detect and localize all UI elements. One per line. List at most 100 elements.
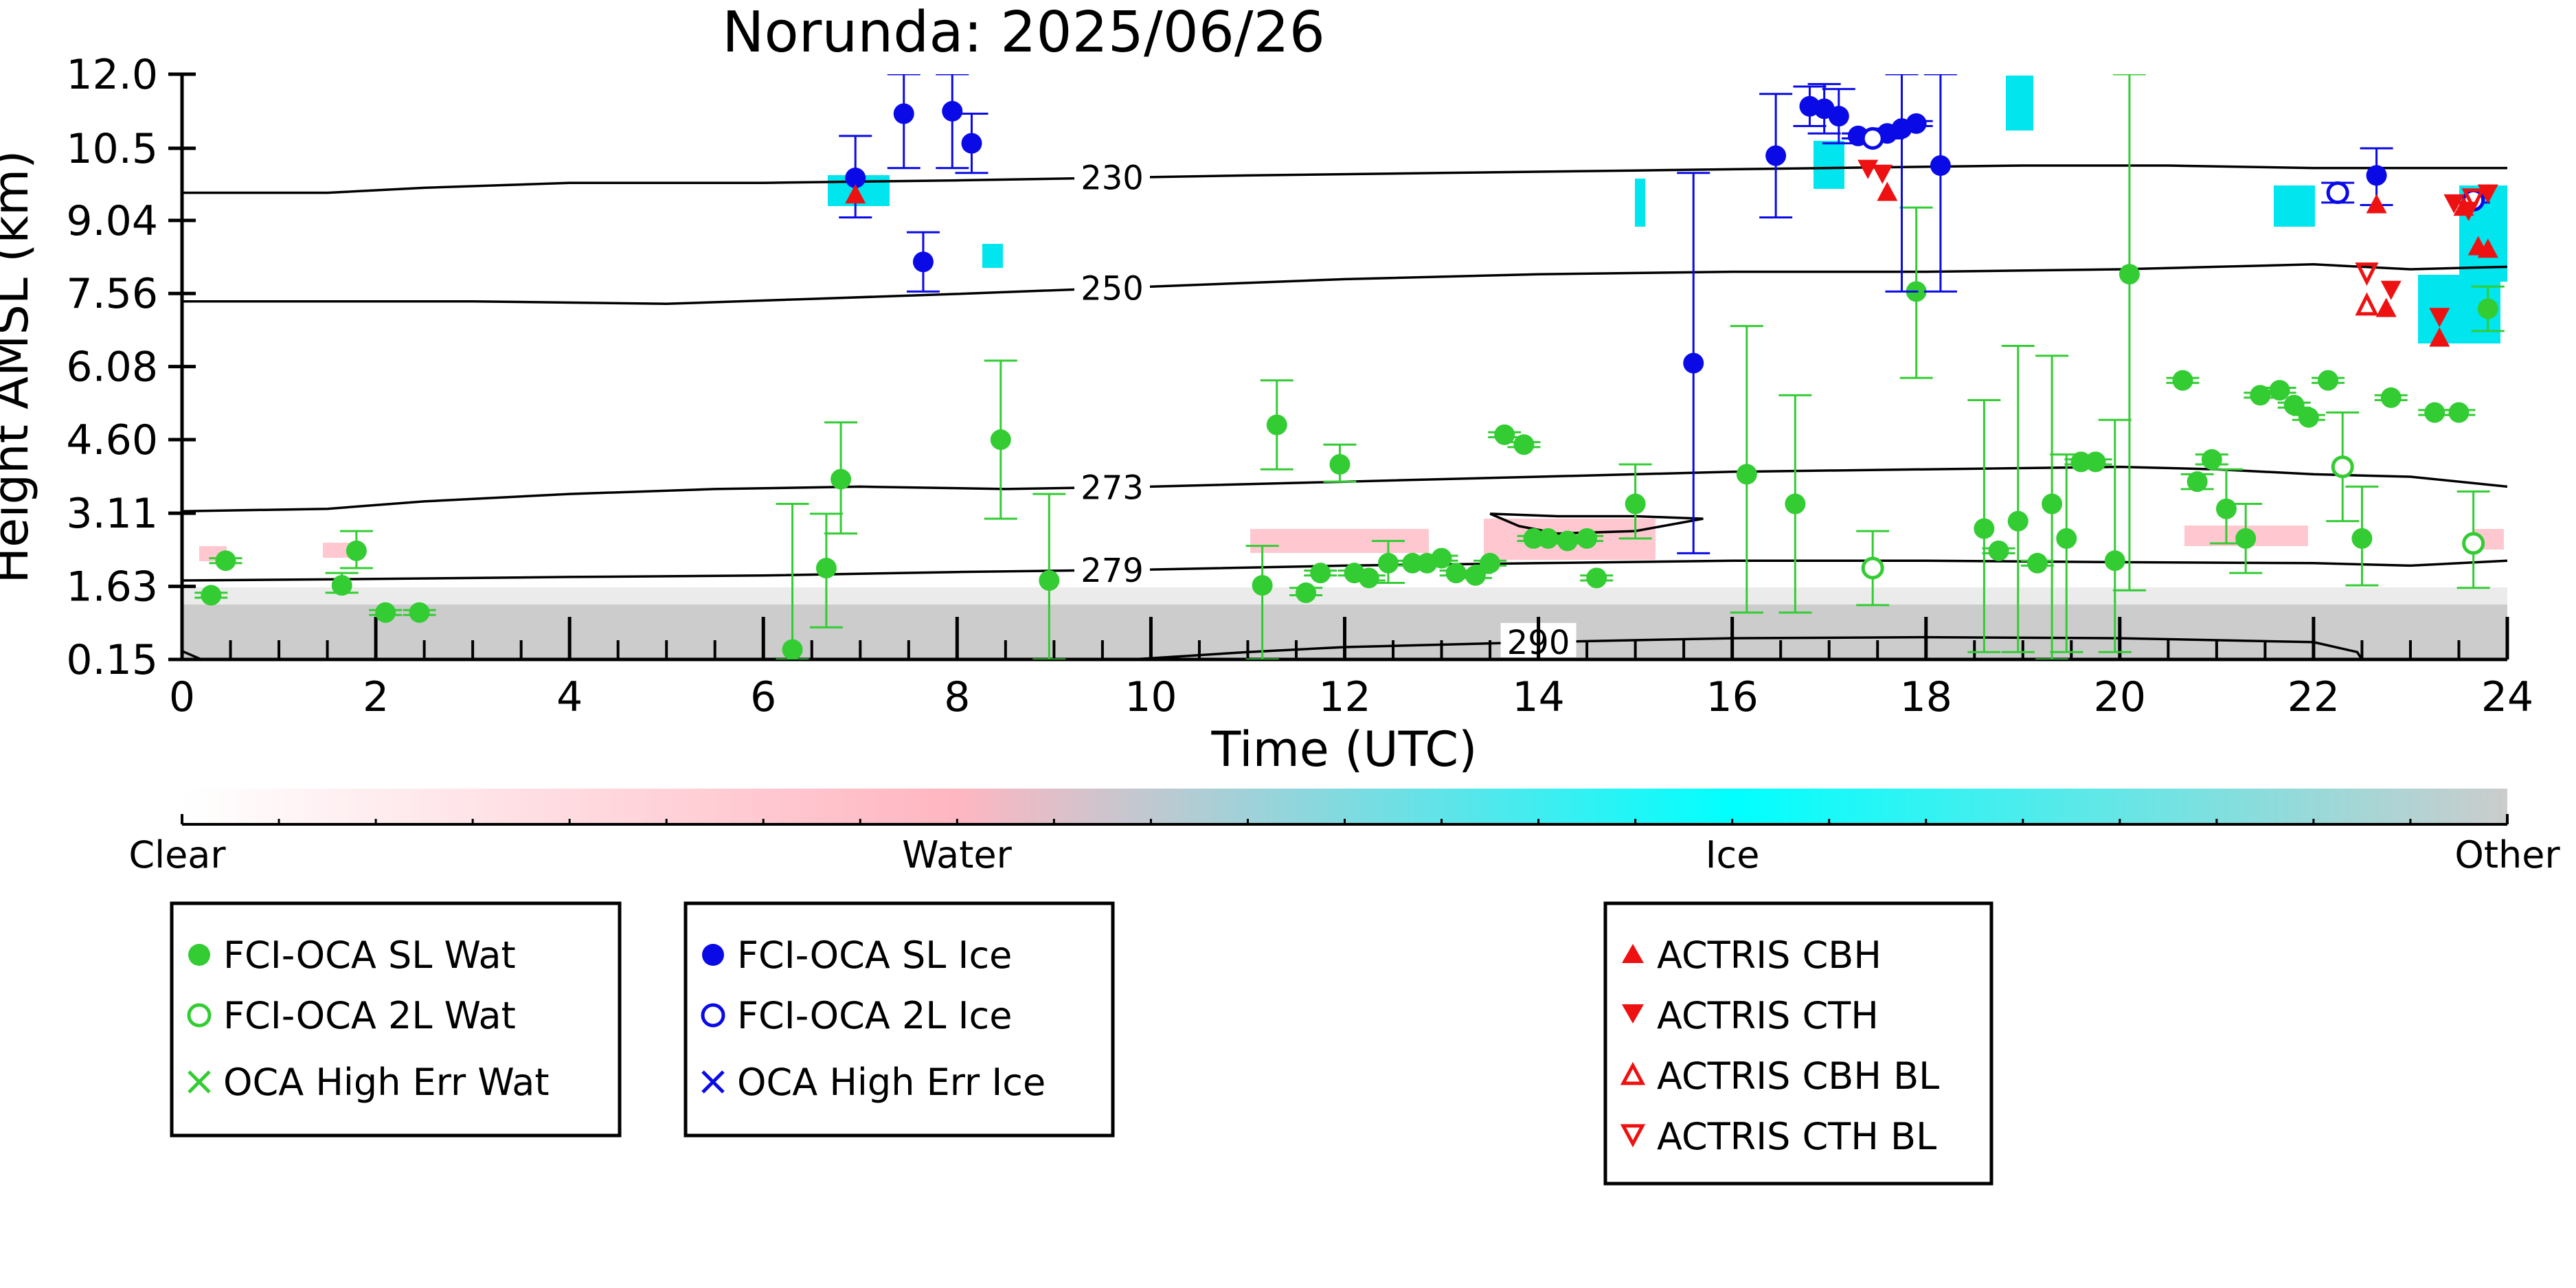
data-point bbox=[2298, 407, 2319, 428]
legend-ice: FCI-OCA SL Ice FCI-OCA 2L Ice OCA High E… bbox=[683, 901, 1115, 1138]
x-tick-label: 22 bbox=[2287, 673, 2340, 721]
other-band-fringe bbox=[182, 587, 2507, 605]
legend-label-cth-bl: ACTRIS CTH BL bbox=[1657, 1115, 1936, 1158]
y-tick-label: 10.5 bbox=[66, 125, 158, 173]
data-point bbox=[1736, 464, 1757, 485]
data-point bbox=[1828, 106, 1849, 127]
contour-label-bg bbox=[1074, 158, 1150, 193]
data-point bbox=[1523, 528, 1544, 549]
data-point bbox=[1930, 155, 1951, 177]
series-group bbox=[839, 74, 2393, 554]
data-point bbox=[1513, 434, 1535, 455]
x-tick-label: 20 bbox=[2094, 673, 2146, 721]
x-tick-label: 10 bbox=[1125, 673, 1177, 721]
contour-label: 279 bbox=[1081, 552, 1144, 590]
x-tick-label: 8 bbox=[944, 673, 970, 721]
data-point bbox=[2351, 528, 2373, 549]
legend-marker-higherr-ice bbox=[701, 1070, 725, 1094]
data-point bbox=[1906, 113, 1927, 134]
data-point bbox=[1358, 567, 1379, 589]
data-point bbox=[2007, 510, 2029, 532]
data-point bbox=[782, 639, 803, 659]
data-point bbox=[2042, 493, 2063, 515]
ice-patches bbox=[828, 76, 2507, 343]
ice-patch bbox=[2006, 76, 2033, 131]
legend-label-cbh: ACTRIS CBH bbox=[1657, 934, 1882, 977]
series-group bbox=[1856, 126, 2490, 212]
colorbar-ticks bbox=[278, 819, 2412, 824]
data-point bbox=[845, 184, 866, 204]
x-ticks: 0 2 4 6 8 10 12 14 16 18 20 22 24 bbox=[169, 617, 2533, 721]
data-point bbox=[1377, 552, 1399, 574]
y-tick-label: 6.08 bbox=[66, 343, 158, 392]
data-point bbox=[2119, 264, 2140, 285]
series-group bbox=[2355, 292, 2379, 316]
data-point bbox=[2269, 380, 2290, 401]
y-tick-label: 9.04 bbox=[66, 197, 158, 245]
y-ticks: 0.15 1.63 3.11 4.60 6.08 7.56 9.04 10.5 12.0 bbox=[66, 51, 196, 684]
water-patches bbox=[199, 519, 2504, 561]
contour-label: 230 bbox=[1081, 159, 1144, 198]
data-series bbox=[194, 74, 2505, 659]
data-point bbox=[2375, 297, 2397, 317]
series-group bbox=[2355, 188, 2485, 286]
series-group bbox=[1856, 411, 2490, 607]
series-group bbox=[845, 181, 2498, 347]
data-point bbox=[990, 429, 1011, 451]
data-point bbox=[1402, 552, 1423, 574]
legend-marker-higherr-wat bbox=[188, 1070, 211, 1094]
data-point bbox=[2215, 498, 2237, 519]
data-point bbox=[912, 251, 934, 273]
contour-label-bg bbox=[1074, 468, 1150, 503]
ice-patch bbox=[2274, 185, 2315, 227]
legend-label-higherr-ice: OCA High Err Ice bbox=[737, 1061, 1046, 1104]
legend-marker-cbh-bl bbox=[1620, 1061, 1646, 1085]
legend-label-2l-wat: FCI-OCA 2L Wat bbox=[223, 994, 516, 1037]
x-tick-label: 18 bbox=[1900, 673, 1952, 721]
data-point bbox=[1465, 565, 1486, 586]
y-axis-label: Height AMSL (km) bbox=[0, 150, 39, 584]
data-point bbox=[1683, 352, 1704, 374]
contour-line bbox=[182, 164, 2507, 194]
colorbar-gradient bbox=[182, 789, 2507, 824]
data-point bbox=[942, 100, 963, 122]
y-tick-label: 1.63 bbox=[66, 563, 158, 611]
series-group bbox=[194, 74, 2505, 659]
data-point bbox=[2429, 327, 2450, 347]
legend-label-higherr-wat: OCA High Err Wat bbox=[223, 1061, 550, 1104]
x-tick-label: 6 bbox=[750, 673, 776, 721]
contour-label-bg bbox=[1074, 550, 1150, 585]
data-point bbox=[961, 133, 982, 154]
colorbar-label-clear: Clear bbox=[128, 833, 226, 877]
y-tick-label: 4.60 bbox=[66, 416, 158, 464]
data-point bbox=[2187, 471, 2208, 493]
data-point bbox=[1586, 567, 1607, 589]
data-point bbox=[2355, 292, 2379, 316]
contour-label: 250 bbox=[1081, 269, 1144, 308]
chart-title: Norunda: 2025/06/26 bbox=[722, 0, 1325, 65]
data-point bbox=[2462, 532, 2485, 555]
data-point bbox=[2104, 550, 2125, 572]
data-point bbox=[845, 167, 866, 188]
x-axis-label: Time (UTC) bbox=[1211, 721, 1478, 778]
data-point bbox=[2250, 385, 2271, 406]
x-tick-label: 2 bbox=[363, 673, 389, 721]
data-point bbox=[409, 602, 430, 623]
data-point bbox=[2026, 552, 2048, 574]
data-point bbox=[1480, 552, 1501, 574]
contour-line bbox=[182, 263, 2507, 306]
ice-patch bbox=[1635, 179, 1645, 227]
x-tick-label: 16 bbox=[1706, 673, 1758, 721]
colorbar-label-ice: Ice bbox=[1706, 833, 1760, 877]
x-tick-label: 4 bbox=[556, 673, 583, 721]
contour-label: 273 bbox=[1081, 468, 1144, 507]
data-point bbox=[893, 103, 914, 124]
data-point bbox=[2355, 262, 2379, 286]
data-point bbox=[1872, 164, 1893, 184]
legend-box bbox=[683, 901, 1115, 1138]
x-tick-label: 12 bbox=[1318, 673, 1370, 721]
legend-marker-2l-ice bbox=[701, 1003, 725, 1028]
data-point bbox=[1861, 126, 1884, 150]
data-point bbox=[201, 585, 222, 606]
